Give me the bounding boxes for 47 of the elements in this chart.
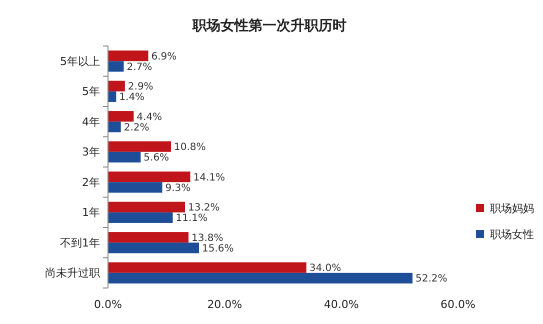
y-tick-label: 不到1年 [60,236,100,250]
data-label: 15.6% [202,243,234,254]
data-label: 2.2% [124,122,150,134]
data-label: 11.1% [176,213,208,224]
bar [108,91,116,102]
bar [108,80,125,92]
data-label: 52.2% [416,274,448,285]
y-tick-label: 4年 [82,115,100,128]
y-tick-label: 2年 [82,176,100,189]
bar [108,50,148,62]
legend-label: 职场女性 [490,228,534,241]
y-tick-label: 尚未升过职 [45,266,100,280]
bar [108,122,121,132]
bar [108,212,173,223]
data-label: 5.6% [144,152,170,164]
chart-title: 职场女性第一次升职历时 [192,17,346,34]
data-label: 13.2% [188,202,220,214]
x-tick-label: 0.0% [94,298,122,311]
x-tick-label: 40.0% [324,298,359,311]
data-label: 4.4% [136,112,162,123]
data-label: 2.7% [126,62,152,73]
bar [108,272,412,284]
bar [108,242,199,254]
x-tick-label: 20.0% [207,298,242,311]
bar [108,262,306,273]
data-label: 10.8% [174,142,206,154]
x-tick-label: 60.0% [440,298,476,311]
data-label: 34.0% [309,263,342,274]
legend-label: 职场妈妈 [490,202,534,215]
bar [108,111,134,122]
bar [108,172,190,182]
data-label: 6.9% [151,51,177,62]
bar [108,232,188,243]
y-tick-label: 5年以上 [60,54,100,68]
bar [108,141,171,152]
data-label: 1.4% [119,92,145,104]
y-tick-label: 3年 [82,146,100,159]
data-label: 13.8% [192,232,224,244]
bar [108,182,162,193]
y-tick-label: 5年 [82,85,100,98]
data-label: 9.3% [165,182,191,194]
y-tick-label: 1年 [82,206,100,220]
bar [108,61,124,72]
data-label: 14.1% [193,172,226,184]
bar [108,202,185,212]
data-label: 2.9% [128,82,154,93]
bar [108,152,141,162]
